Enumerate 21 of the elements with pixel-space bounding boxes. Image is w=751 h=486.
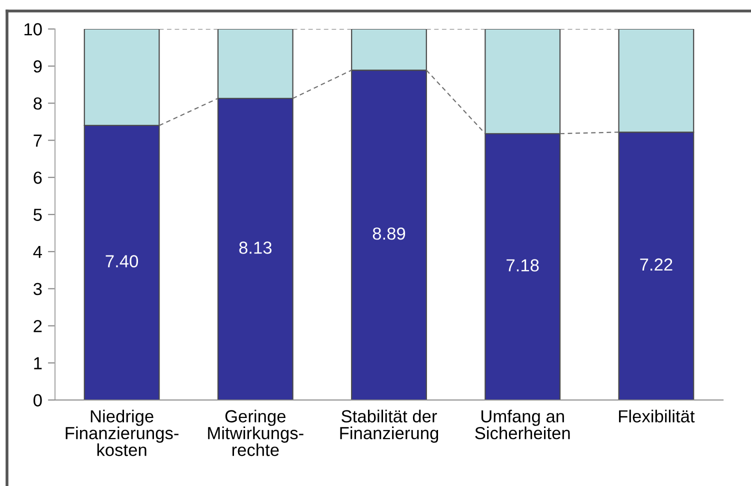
data-label: 8.13 bbox=[239, 242, 272, 254]
y-tick-label: 9 bbox=[34, 60, 42, 73]
x-tick-label: Geringe Mitwirkungs- rechte bbox=[208, 410, 304, 456]
data-label: 7.18 bbox=[506, 259, 539, 272]
x-tick-label: Umfang an Sicherheiten bbox=[475, 410, 570, 440]
x-tick-label: Flexibilität bbox=[619, 410, 695, 422]
data-label: 7.22 bbox=[640, 258, 672, 271]
data-label: 7.40 bbox=[106, 255, 138, 268]
y-tick-label: 6 bbox=[34, 172, 42, 184]
y-tick-label: 8 bbox=[34, 97, 42, 110]
y-tick-label: 0 bbox=[34, 394, 42, 406]
x-tick-label: Stabilität der Finanzierung bbox=[340, 410, 438, 443]
y-tick-label: 7 bbox=[34, 134, 42, 147]
data-label: 8.89 bbox=[372, 227, 406, 240]
y-tick-label: 4 bbox=[33, 246, 42, 258]
y-tick-label: 1 bbox=[34, 357, 42, 370]
y-tick-label: 5 bbox=[34, 208, 42, 221]
x-tick-label: Niedrige Finanzierungs- kosten bbox=[66, 410, 178, 456]
y-tick-label: 10 bbox=[24, 23, 42, 36]
y-tick-label: 3 bbox=[34, 282, 42, 296]
y-tick-label: 2 bbox=[34, 320, 42, 332]
